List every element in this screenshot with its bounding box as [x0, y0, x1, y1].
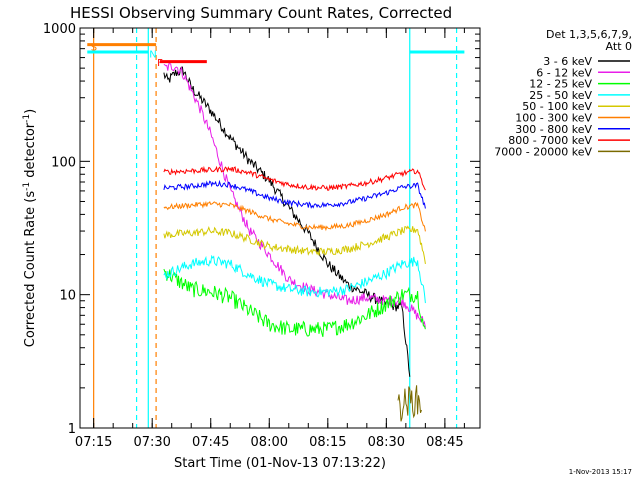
legend-label-12-25-kev: 12 - 25 keV: [529, 78, 592, 91]
x-tick-label-0715: 07:15: [75, 435, 112, 450]
x-tick-label-0815: 08:15: [309, 435, 346, 450]
annotation-f: F: [157, 58, 163, 69]
plot-frame: [79, 27, 481, 429]
series-line-300-800-kev: [163, 179, 426, 209]
legend-label-3-6-kev: 3 - 6 keV: [543, 55, 592, 68]
y-axis: 1 10 100 1000: [43, 22, 480, 437]
footer-date: 1-Nov-2013 15:17: [569, 468, 632, 476]
y-axis-label: Corrected Count Rate (s-1 detector-1): [22, 109, 38, 347]
legend-label-800-7000-kev: 800 - 7000 keV: [508, 134, 592, 147]
legend-label-25-50-kev: 25 - 50 keV: [529, 89, 592, 102]
legend-label-6-12-kev: 6 - 12 keV: [536, 66, 592, 79]
x-tick-label-0800: 08:00: [251, 435, 288, 450]
legend-label-7000-20000-kev: 7000 - 20000 keV: [494, 145, 592, 158]
series-line-3-6-kev: [163, 66, 411, 377]
legend-label-50-100-kev: 50 - 100 keV: [522, 100, 592, 113]
plot-area: S NF: [79, 27, 481, 429]
series-line-100-300-kev: [163, 200, 426, 232]
legend-header-detectors: Det 1,3,5,6,7,9,: [546, 28, 632, 41]
x-tick-label-0830: 08:30: [368, 435, 405, 450]
x-axis: 07:15 07:30 07:45 08:00 08:15 08:30 08:45: [75, 28, 465, 450]
legend-header-attenuator: Att 0: [606, 40, 632, 53]
y-tick-label-10: 10: [59, 289, 76, 304]
series-line-50-100-kev: [163, 225, 426, 264]
series-layer: [163, 63, 426, 422]
series-line-7000-20000-kev: [397, 385, 422, 422]
y-tick-label-1000: 1000: [43, 22, 76, 37]
chart-title: HESSI Observing Summary Count Rates, Cor…: [70, 4, 452, 22]
series-line-25-50-kev: [163, 254, 426, 304]
annotation-s: S: [91, 42, 97, 53]
legend-label-300-800-kev: 300 - 800 keV: [515, 123, 592, 136]
x-tick-label-0745: 07:45: [192, 435, 229, 450]
annotation-n: N: [149, 50, 156, 61]
y-tick-label-100: 100: [51, 155, 76, 170]
x-tick-label-0845: 08:45: [426, 435, 463, 450]
flag-bars: S NF: [87, 42, 465, 69]
y-tick-label-1: 1: [68, 422, 76, 437]
series-line-12-25-kev: [163, 268, 426, 338]
legend-label-100-300-kev: 100 - 300 keV: [515, 112, 592, 125]
x-tick-label-0730: 07:30: [133, 435, 170, 450]
x-axis-label: Start Time (01-Nov-13 07:13:22): [174, 456, 386, 471]
series-line-800-7000-kev: [163, 165, 426, 191]
